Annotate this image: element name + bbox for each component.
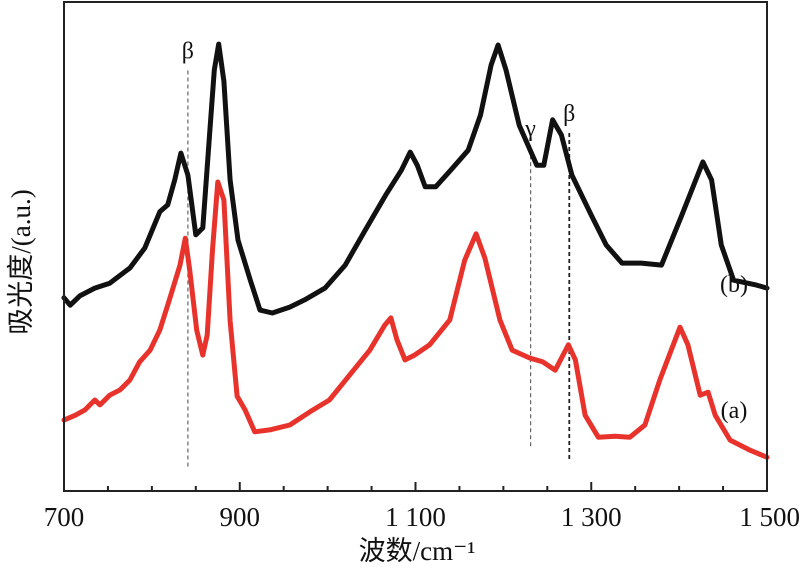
x-tick-label: 1 300 (561, 502, 622, 532)
annotation-label: β (563, 101, 575, 127)
x-axis-title: 波数/cm⁻¹ (359, 536, 476, 566)
series-line-a (61, 179, 770, 460)
series-label: (a) (721, 398, 748, 424)
x-tick-label: 1 500 (739, 502, 800, 532)
x-axis-tick-labels: 700 900 1 100 1 300 1 500 (44, 502, 800, 532)
x-tick-label: 700 (44, 502, 85, 532)
y-axis-title: 吸光度/(a.u.) (6, 189, 36, 334)
annotation-label: β (182, 38, 194, 64)
annotation-label: γ (524, 116, 536, 142)
series-group (61, 41, 770, 460)
series-label: (b) (720, 272, 748, 298)
x-tick-label: 900 (220, 502, 261, 532)
annotation-labels: β γ β (182, 38, 576, 142)
x-axis-ticks (63, 482, 768, 491)
series-line-b (61, 41, 770, 316)
series-labels: (b) (a) (720, 272, 748, 424)
plot-frame (63, 1, 768, 492)
x-tick-label: 1 100 (385, 502, 446, 532)
